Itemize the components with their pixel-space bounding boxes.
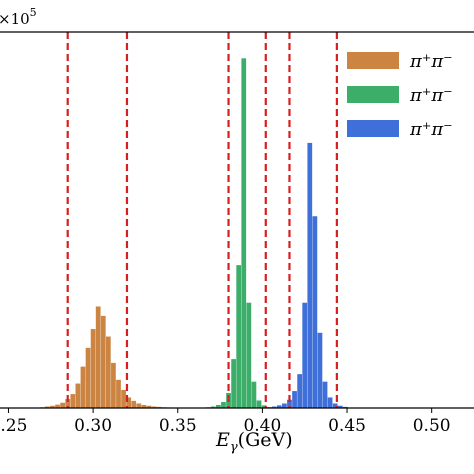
bar-series-1: [131, 400, 137, 408]
legend-swatch: [347, 120, 399, 137]
bar-series-2: [231, 359, 236, 408]
bar-series-1: [75, 383, 81, 408]
bar-series-1: [146, 405, 152, 408]
bar-series-3: [337, 405, 343, 408]
bar-series-1: [95, 306, 101, 408]
x-tick-label: 0.25: [0, 416, 27, 436]
histogram-bars: [39, 58, 348, 409]
bar-series-2: [221, 401, 226, 408]
bar-series-3: [317, 332, 323, 408]
legend-swatch: [347, 52, 399, 69]
bar-series-1: [100, 315, 106, 408]
legend: π⁺π⁻ π⁺π⁻ π⁺π⁻: [347, 51, 453, 140]
bar-series-1: [65, 398, 71, 408]
bar-series-2: [246, 302, 252, 408]
bar-series-1: [121, 389, 126, 408]
bar-series-3: [276, 405, 282, 408]
bar-series-3: [271, 406, 277, 408]
bar-series-1: [70, 394, 76, 408]
bar-series-3: [292, 391, 297, 408]
bar-series-1: [80, 366, 86, 408]
bar-series-3: [327, 397, 333, 408]
x-tick-label: 0.40: [243, 416, 281, 436]
bar-series-2: [210, 406, 216, 408]
bar-series-1: [126, 397, 132, 408]
bar-series-2: [261, 405, 267, 408]
bar-series-2: [251, 381, 257, 408]
bar-series-1: [60, 402, 66, 408]
bar-series-2: [216, 404, 221, 408]
bar-series-3: [297, 374, 303, 408]
bar-series-2: [241, 58, 247, 408]
x-tick-label: 0.35: [159, 416, 197, 436]
x-axis-ticks: 0.25 0.30 0.35 0.40 0.45 0.50: [0, 408, 451, 436]
bar-series-1: [151, 406, 157, 408]
y-multiplier: ×105: [0, 6, 37, 28]
x-tick-label: 0.45: [328, 416, 366, 436]
legend-label: π⁺π⁻: [409, 85, 453, 106]
bar-series-3: [302, 302, 308, 408]
bar-series-2: [256, 400, 262, 408]
x-tick-label: 0.50: [413, 416, 451, 436]
bar-series-3: [287, 399, 292, 408]
bar-series-1: [116, 379, 121, 408]
bar-series-1: [85, 347, 91, 408]
x-tick-label: 0.30: [74, 416, 112, 436]
bar-series-1: [55, 404, 60, 408]
bar-series-1: [136, 403, 142, 408]
bar-series-3: [312, 216, 318, 408]
bar-series-1: [90, 329, 96, 408]
bar-series-1: [50, 405, 55, 408]
bar-series-3: [307, 142, 313, 409]
bar-series-1: [105, 336, 111, 408]
cut-lines: [66, 32, 338, 408]
bar-series-1: [141, 404, 147, 408]
bar-series-3: [332, 403, 338, 408]
bar-series-1: [45, 406, 50, 408]
bar-series-3: [322, 381, 328, 408]
legend-swatch: [347, 86, 399, 103]
bar-series-1: [111, 362, 116, 408]
legend-label: π⁺π⁻: [409, 51, 453, 72]
plot-frame: [0, 31, 474, 409]
legend-label: π⁺π⁻: [409, 119, 453, 140]
bar-series-3: [282, 403, 287, 408]
bar-series-2: [236, 265, 242, 408]
x-axis-label: Eγ(GeV): [215, 429, 293, 455]
